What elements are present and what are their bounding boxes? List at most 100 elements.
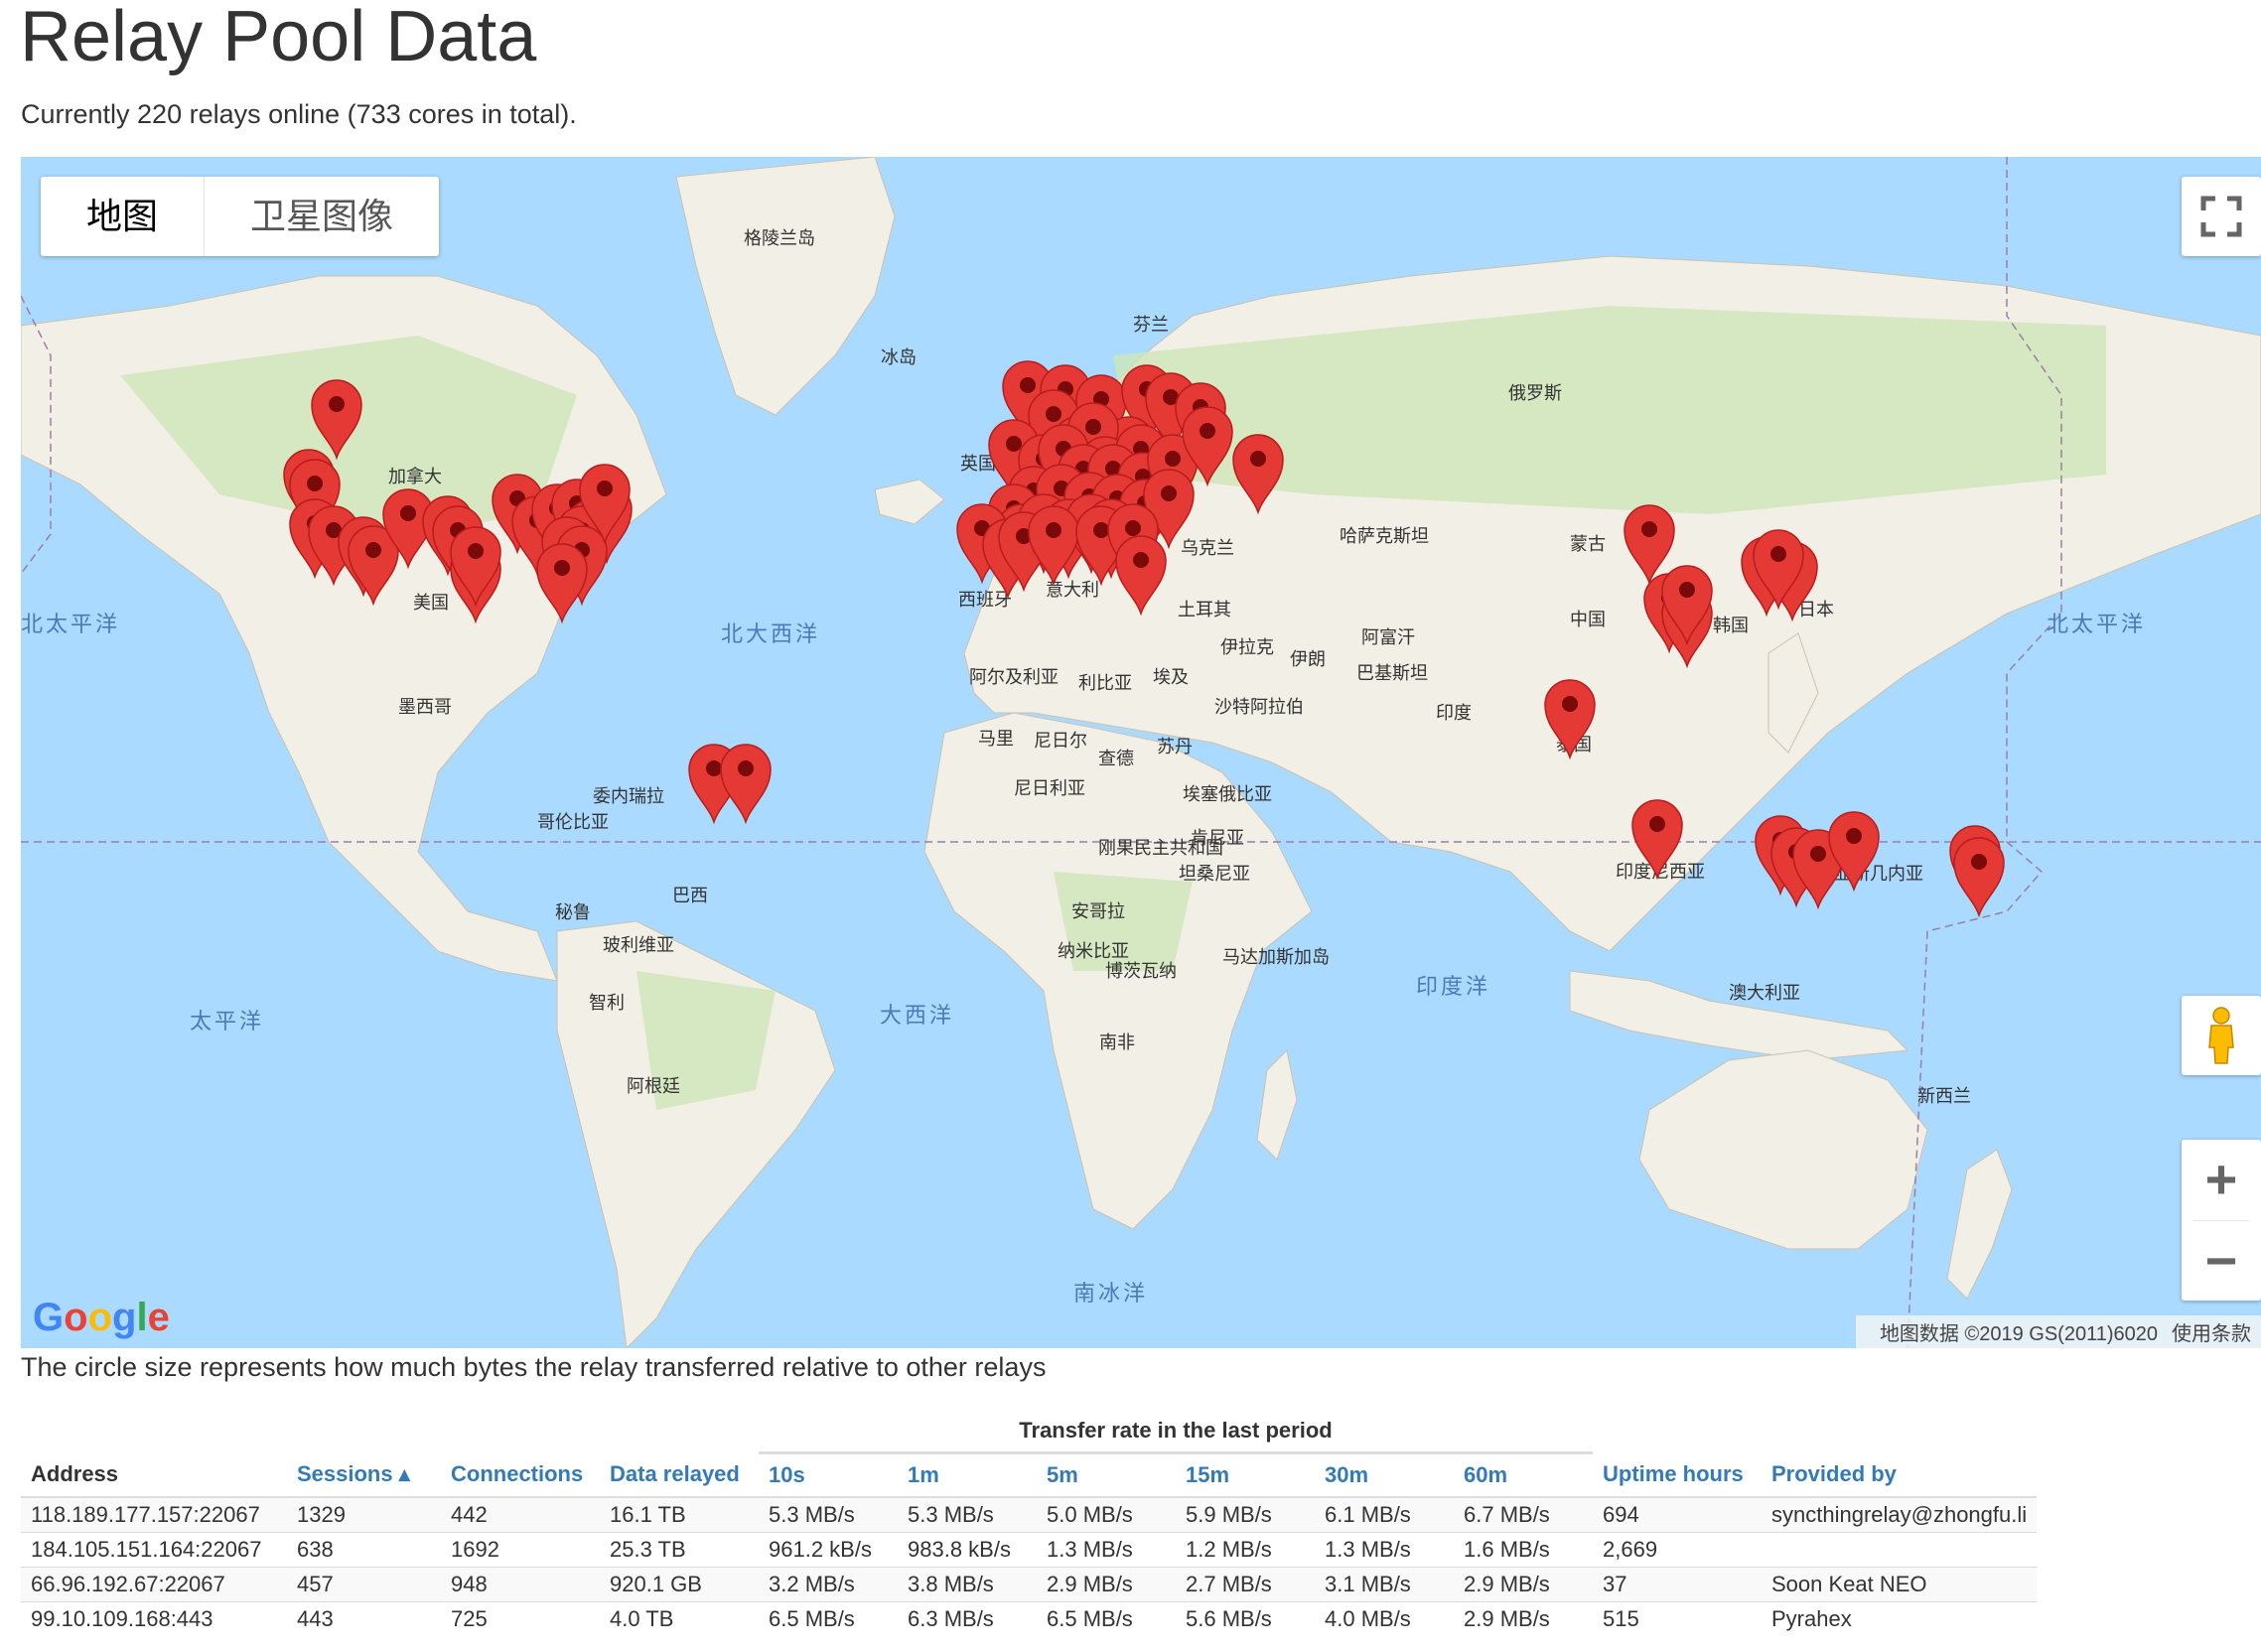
table-cell bbox=[1762, 1532, 2038, 1568]
col-rate-60m[interactable]: 60m bbox=[1454, 1452, 1593, 1498]
label-ethiopia: 埃塞俄比亚 bbox=[1183, 784, 1272, 805]
ocean-label-southern: 南冰洋 bbox=[1073, 1282, 1148, 1307]
australia-landmass bbox=[1638, 1049, 1928, 1250]
label-japan: 日本 bbox=[1798, 600, 1834, 620]
label-madagascar: 马达加斯加岛 bbox=[1222, 947, 1330, 968]
relay-marker-pin[interactable] bbox=[536, 543, 588, 624]
label-iran: 伊朗 bbox=[1290, 649, 1326, 670]
label-libya: 利比亚 bbox=[1078, 673, 1132, 694]
relay-marker-pin[interactable] bbox=[1232, 434, 1284, 515]
label-botswana: 博茨瓦纳 bbox=[1105, 961, 1177, 982]
table-cell: 118.189.177.157:22067 bbox=[21, 1496, 287, 1533]
col-sessions[interactable]: Sessions ▴ bbox=[287, 1452, 441, 1498]
table-cell: 983.8 kB/s bbox=[898, 1532, 1037, 1568]
zoom-in-button[interactable]: + bbox=[2204, 1148, 2238, 1210]
table-cell: Pyrahex bbox=[1762, 1601, 2038, 1636]
relay-marker-pin[interactable] bbox=[1828, 811, 1880, 893]
terms-of-use-link[interactable]: 使用条款 bbox=[2172, 1323, 2251, 1345]
table-cell: 694 bbox=[1593, 1496, 1762, 1533]
fullscreen-icon bbox=[2200, 196, 2242, 237]
label-uk: 英国 bbox=[960, 454, 996, 475]
map-data-credit: 地图数据 ©2019 GS(2011)6020 bbox=[1879, 1323, 2158, 1345]
relay-marker-pin[interactable] bbox=[1182, 406, 1233, 487]
col-connections[interactable]: Connections bbox=[441, 1452, 600, 1498]
col-uptime[interactable]: Uptime hours bbox=[1593, 1452, 1762, 1498]
label-nigeria: 尼日利亚 bbox=[1014, 778, 1085, 799]
fullscreen-button[interactable] bbox=[2182, 177, 2261, 256]
relay-marker-pin[interactable] bbox=[1544, 679, 1596, 760]
map-type-control[interactable]: 地图 卫星图像 bbox=[41, 177, 440, 256]
relay-marker-pin[interactable] bbox=[1753, 529, 1804, 611]
label-russia: 俄罗斯 bbox=[1508, 383, 1562, 404]
col-provided-by[interactable]: Provided by bbox=[1762, 1452, 2038, 1498]
relay-marker-pin[interactable] bbox=[720, 744, 772, 825]
relay-marker-pin[interactable] bbox=[289, 459, 341, 540]
relay-marker-pin[interactable] bbox=[450, 526, 501, 608]
table-cell: 6.5 MB/s bbox=[759, 1601, 898, 1636]
table-cell: 99.10.109.168:443 bbox=[21, 1601, 287, 1636]
table-cell: 1.2 MB/s bbox=[1176, 1532, 1315, 1568]
col-rate-10s[interactable]: 10s bbox=[759, 1452, 898, 1498]
label-iceland: 冰岛 bbox=[881, 347, 917, 368]
relay-marker-pin[interactable] bbox=[1624, 504, 1675, 586]
relay-marker-pin[interactable] bbox=[1002, 360, 1054, 442]
street-view-pegman[interactable] bbox=[2182, 996, 2261, 1075]
table-cell: 184.105.151.164:22067 bbox=[21, 1532, 287, 1568]
table-cell: 638 bbox=[287, 1532, 441, 1568]
table-cell: 5.3 MB/s bbox=[898, 1496, 1037, 1533]
map-type-satellite-button[interactable]: 卫星图像 bbox=[250, 196, 394, 236]
label-nz: 新西兰 bbox=[1917, 1086, 1971, 1107]
zoom-out-button[interactable]: − bbox=[2204, 1229, 2238, 1292]
new-zealand-landmass bbox=[1946, 1149, 2013, 1300]
col-rate-30m[interactable]: 30m bbox=[1315, 1452, 1454, 1498]
relay-map[interactable]: 北太平洋 北太平洋 北大西洋 太平洋 大西洋 印度洋 南冰洋 格陵兰岛 冰岛 芬… bbox=[21, 157, 2261, 1348]
label-saudi: 沙特阿拉伯 bbox=[1214, 697, 1304, 718]
col-rate-5m[interactable]: 5m bbox=[1037, 1452, 1176, 1498]
table-cell: 25.3 TB bbox=[600, 1532, 759, 1568]
relay-marker-pin[interactable] bbox=[1115, 535, 1167, 617]
table-cell: 442 bbox=[441, 1496, 600, 1533]
label-finland: 芬兰 bbox=[1133, 315, 1169, 336]
col-data-relayed[interactable]: Data relayed bbox=[600, 1452, 759, 1498]
label-drc: 刚果民主共和国 bbox=[1098, 838, 1223, 859]
table-cell: 2.7 MB/s bbox=[1176, 1567, 1315, 1602]
col-rate-1m[interactable]: 1m bbox=[898, 1452, 1037, 1498]
relay-marker-pin[interactable] bbox=[1953, 837, 2005, 918]
label-niger: 尼日尔 bbox=[1034, 731, 1087, 752]
label-china: 中国 bbox=[1570, 610, 1606, 630]
label-australia: 澳大利亚 bbox=[1729, 983, 1800, 1004]
relay-marker-pin[interactable] bbox=[311, 379, 362, 461]
relay-marker-pin[interactable] bbox=[348, 525, 399, 607]
table-cell: 1.3 MB/s bbox=[1037, 1532, 1176, 1568]
relay-marker-pin[interactable] bbox=[579, 464, 631, 545]
google-logo[interactable]: Google bbox=[33, 1296, 170, 1339]
label-iraq: 伊拉克 bbox=[1220, 637, 1274, 658]
label-mongolia: 蒙古 bbox=[1570, 534, 1606, 555]
label-ukraine: 乌克兰 bbox=[1181, 538, 1234, 559]
table-cell: 948 bbox=[441, 1567, 600, 1602]
table-cell: Soon Keat NEO bbox=[1762, 1567, 2038, 1602]
ocean-label-indian: 印度洋 bbox=[1416, 975, 1490, 1000]
label-venezuela: 委内瑞拉 bbox=[593, 786, 664, 807]
col-address[interactable]: Address bbox=[21, 1452, 287, 1498]
table-cell: 5.9 MB/s bbox=[1176, 1496, 1315, 1533]
ocean-label-atlantic: 大西洋 bbox=[880, 1004, 954, 1029]
label-korea: 韩国 bbox=[1713, 616, 1749, 636]
label-bolivia: 玻利维亚 bbox=[603, 935, 674, 956]
relay-marker-pin[interactable] bbox=[1631, 799, 1683, 881]
table-row: 66.96.192.67:22067 457 948 920.1 GB 3.2 MB/s… bbox=[21, 1567, 2038, 1602]
table-cell: 920.1 GB bbox=[600, 1567, 759, 1602]
map-type-roadmap-button[interactable]: 地图 bbox=[41, 177, 206, 256]
map-canvas[interactable]: 北太平洋 北太平洋 北大西洋 太平洋 大西洋 印度洋 南冰洋 格陵兰岛 冰岛 芬… bbox=[21, 157, 2261, 1348]
table-row: 118.189.177.157:22067 1329 442 16.1 TB 5.3 M… bbox=[21, 1496, 2038, 1533]
relay-marker-pin[interactable] bbox=[1661, 565, 1713, 646]
zoom-control[interactable]: + − bbox=[2182, 1140, 2261, 1301]
table-cell: 16.1 TB bbox=[600, 1496, 759, 1533]
label-afghanistan: 阿富汗 bbox=[1361, 627, 1415, 648]
col-rate-15m[interactable]: 15m bbox=[1176, 1452, 1315, 1498]
label-turkey: 土耳其 bbox=[1178, 600, 1231, 620]
relay-marker-pin[interactable] bbox=[1143, 469, 1195, 550]
table-cell: 1.3 MB/s bbox=[1315, 1532, 1454, 1568]
label-greenland: 格陵兰岛 bbox=[744, 228, 815, 249]
relay-marker-pin[interactable] bbox=[1028, 505, 1079, 587]
